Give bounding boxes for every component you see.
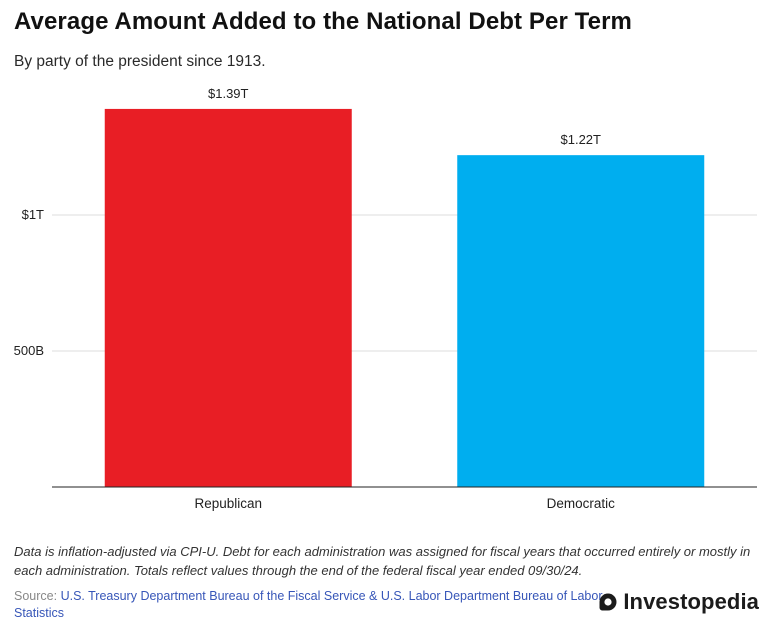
y-tick-label: 500B — [14, 343, 44, 358]
bar-layer — [104, 108, 705, 488]
x-category-label: Democratic — [547, 496, 616, 511]
investopedia-logo: Investopedia — [598, 589, 759, 615]
x-category-label: Republican — [194, 496, 262, 511]
chart-title: Average Amount Added to the National Deb… — [14, 8, 632, 35]
footnote: Data is inflation-adjusted via CPI-U. De… — [14, 544, 751, 578]
source-link[interactable]: U.S. Treasury Department Bureau of the F… — [14, 589, 603, 620]
bar-value-label: $1.22T — [561, 132, 602, 147]
investopedia-mark-icon — [599, 593, 617, 611]
brand-name: Investopedia — [623, 589, 759, 614]
bar-chart: 500B $1T $1.39T Republican $1.22T Democratic — [14, 86, 757, 511]
y-tick-label: $1T — [22, 207, 44, 222]
chart-subtitle: By party of the president since 1913. — [14, 53, 266, 70]
bar-republican — [104, 108, 352, 488]
bar-democratic — [457, 155, 705, 487]
label-layer: 500B $1T $1.39T Republican $1.22T Democratic — [14, 86, 616, 511]
source-prefix: Source: — [14, 589, 61, 603]
bar-value-label: $1.39T — [208, 86, 249, 101]
source-line: Source: U.S. Treasury Department Bureau … — [14, 588, 614, 622]
